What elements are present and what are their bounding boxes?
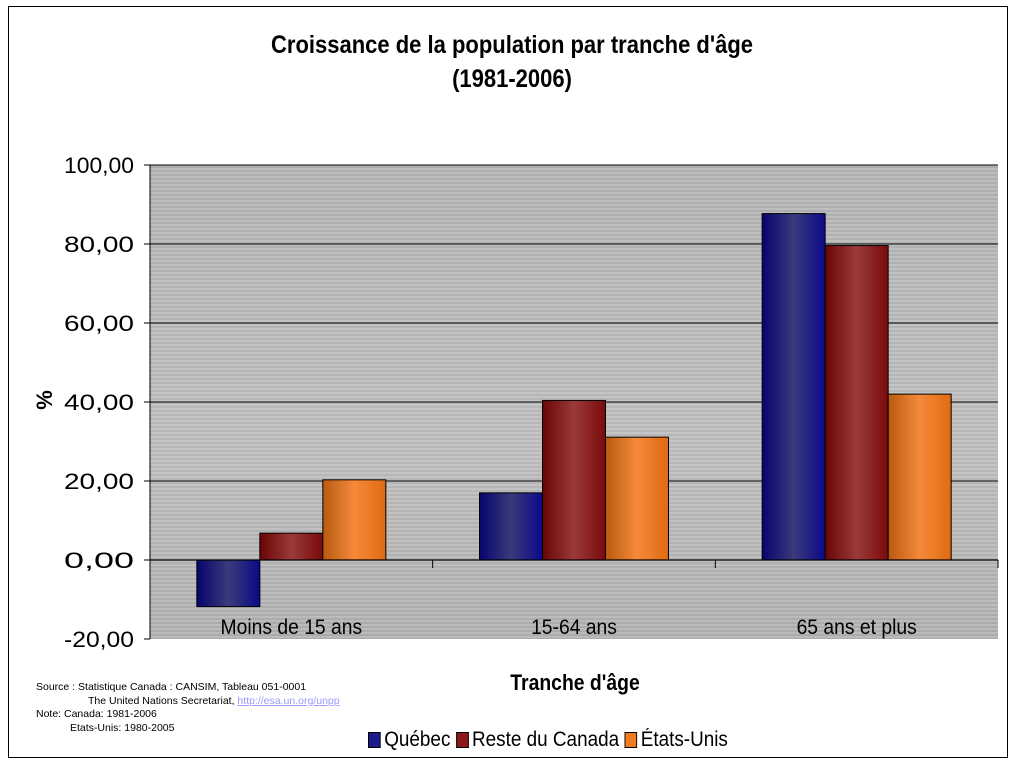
y-tick-label-2: 60,00 [64, 311, 134, 336]
bar-reste-du-canada-moins-de-15-ans [259, 532, 324, 561]
bars [196, 213, 952, 608]
source-line-2: The United Nations Secretariat, http://e… [36, 695, 340, 709]
bar-quebec-moins-de-15-ans [196, 559, 261, 608]
y-tick-labels: 100,00 80,00 60,00 40,00 20,00 0,00 -20,00 [64, 153, 134, 652]
legend-label-etats-unis: États-Unis [640, 728, 728, 751]
source-note: Source : Statistique Canada : CANSIM, Ta… [36, 681, 340, 735]
legend-swatch-quebec [368, 732, 381, 748]
y-tick-label-6: -20,00 [64, 627, 134, 652]
y-tick-label-4: 20,00 [64, 469, 134, 494]
category-label-65-ans-et-plus: 65 ans et plus [797, 616, 917, 639]
bar-quebec-65-ans-et-plus [761, 213, 826, 561]
chart-title-line1: Croissance de la population par tranche … [270, 31, 754, 59]
bar-etats-unis-moins-de-15-ans [322, 479, 387, 561]
y-tick-label-0: 100,00 [64, 153, 134, 178]
chart-title-line2: (1981-2006) [452, 65, 572, 93]
category-label-15-64-ans: 15-64 ans [531, 616, 617, 639]
bar-etats-unis-65-ans-et-plus [887, 393, 952, 561]
y-axis-label: % [32, 390, 57, 410]
y-tick-label-1: 80,00 [64, 232, 134, 257]
y-tick-label-5: 0,00 [64, 548, 134, 573]
legend-item-reste-du-canada: Reste du Canada [455, 728, 620, 752]
legend-swatch-etats-unis [624, 732, 638, 748]
legend-swatch-reste-du-canada [455, 732, 469, 748]
source-line-1: Source : Statistique Canada : CANSIM, Ta… [36, 681, 307, 693]
chart-title: Croissance de la population par tranche … [61, 28, 962, 96]
bar-quebec-15-64-ans [479, 492, 543, 561]
legend-item-quebec: Québec [368, 728, 450, 752]
category-labels: Moins de 15 ans 15-64 ans 65 ans et plus [221, 616, 917, 639]
source-line-3: Note: Canada: 1981-2006 [36, 708, 157, 720]
source-un-text: The United Nations Secretariat, [88, 694, 235, 707]
legend-label-reste-du-canada: Reste du Canada [472, 728, 620, 751]
source-line-4: Etats-Unis: 1980-2005 [70, 721, 175, 734]
source-un-link[interactable]: http://esa.un.org/unpp [237, 694, 340, 707]
legend-item-etats-unis: États-Unis [624, 728, 728, 752]
axes [144, 164, 999, 640]
y-tick-label-3: 40,00 [64, 390, 134, 415]
bar-etats-unis-15-64-ans [605, 436, 669, 561]
bar-reste-du-canada-15-64-ans [542, 399, 606, 561]
legend-label-quebec: Québec [384, 728, 451, 751]
x-axis-label: Tranche d'âge [510, 670, 640, 695]
bar-reste-du-canada-65-ans-et-plus [824, 245, 889, 561]
legend: Québec Reste du Canada États-Unis [368, 728, 733, 752]
category-label-moins-de-15-ans: Moins de 15 ans [221, 616, 363, 639]
